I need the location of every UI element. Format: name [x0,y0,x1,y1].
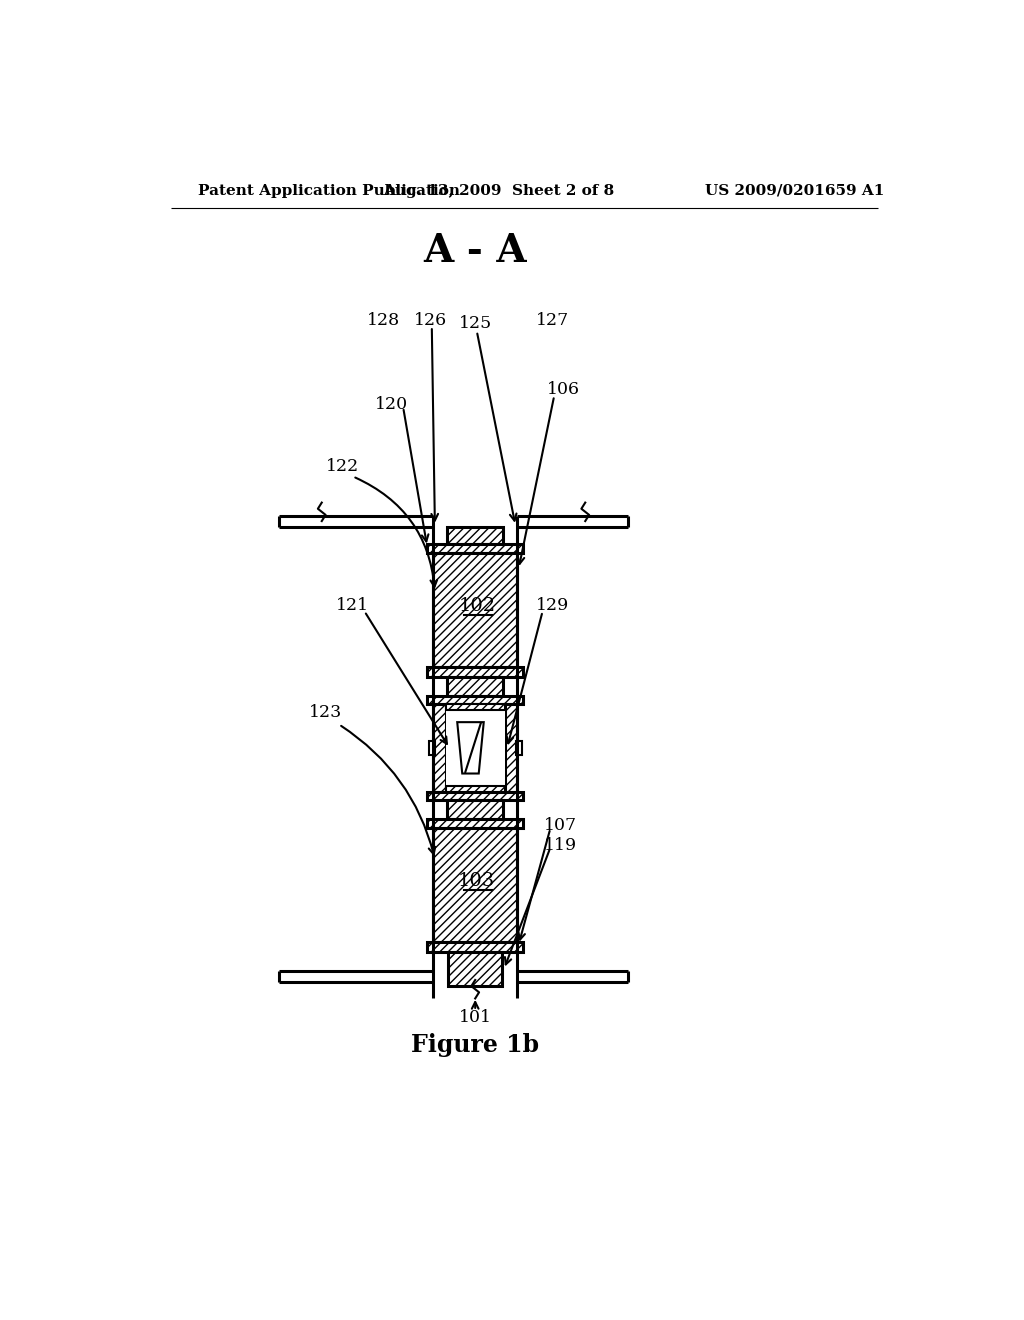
Bar [427,668,523,677]
Text: Figure 1b: Figure 1b [412,1034,540,1057]
Bar [427,544,523,553]
Text: 107: 107 [544,817,577,834]
Text: 106: 106 [547,381,580,397]
Bar [427,942,523,952]
Text: A - A: A - A [423,232,527,269]
Bar [429,741,435,755]
Polygon shape [458,722,483,774]
Text: 101: 101 [459,1010,492,1026]
Text: 129: 129 [537,597,569,614]
Text: US 2009/0201659 A1: US 2009/0201659 A1 [705,183,884,198]
Text: Patent Application Publication: Patent Application Publication [198,183,460,198]
Bar [433,553,517,668]
Bar [447,677,503,696]
Bar [433,704,445,792]
Text: 127: 127 [537,312,569,329]
Bar [447,800,503,818]
Text: 122: 122 [326,458,359,475]
Text: 102: 102 [458,597,496,615]
Bar [447,527,503,544]
Text: 121: 121 [336,597,370,614]
Bar [445,704,505,710]
Text: 123: 123 [309,705,342,721]
Text: 126: 126 [414,312,446,329]
Bar [427,818,523,829]
Bar [449,952,503,986]
Text: 119: 119 [544,837,577,854]
Bar [505,704,517,792]
Bar [427,696,523,704]
Text: 103: 103 [458,871,496,890]
Bar [515,741,521,755]
Bar [433,829,517,942]
Bar [427,792,523,800]
Bar [445,704,505,792]
Text: 128: 128 [368,312,400,329]
Text: 125: 125 [459,315,492,333]
Text: Aug. 13, 2009  Sheet 2 of 8: Aug. 13, 2009 Sheet 2 of 8 [383,183,614,198]
Bar [445,785,505,792]
Text: 120: 120 [375,396,408,413]
